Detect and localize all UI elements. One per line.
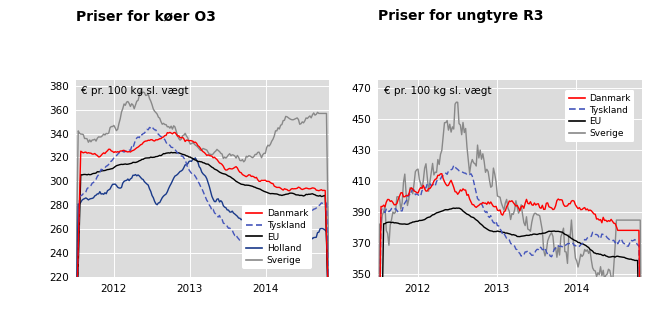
Text: Priser for køer O3: Priser for køer O3 [76,9,216,23]
Text: € pr. 100 kg sl. vægt: € pr. 100 kg sl. vægt [81,86,188,96]
Legend: Danmark, Tyskland, EU, Holland, Sverige: Danmark, Tyskland, EU, Holland, Sverige [242,206,312,269]
Text: € pr. 100 kg sl. vægt: € pr. 100 kg sl. vægt [384,86,491,96]
Legend: Danmark, Tyskland, EU, Sverige: Danmark, Tyskland, EU, Sverige [565,90,634,141]
Text: Priser for ungtyre R3: Priser for ungtyre R3 [378,9,544,23]
